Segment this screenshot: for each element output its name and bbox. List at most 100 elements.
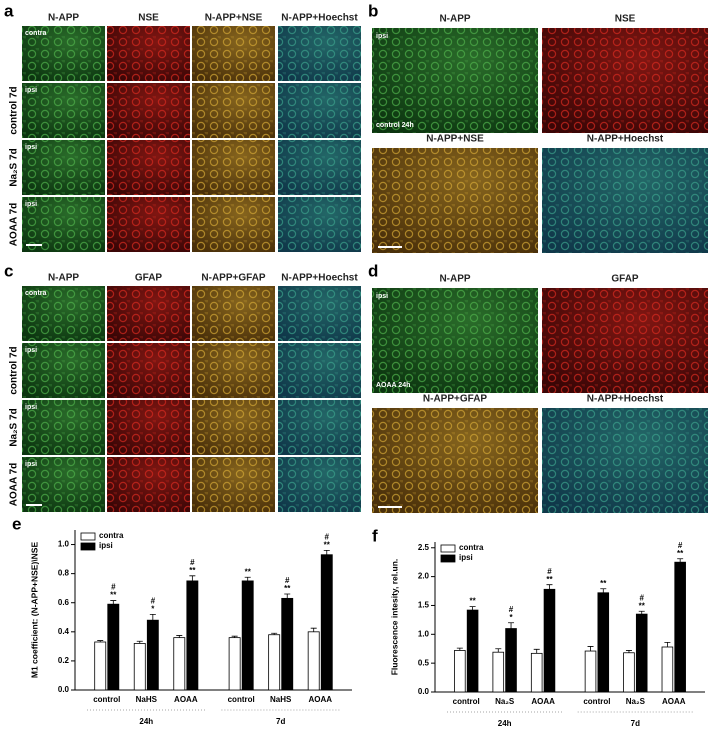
image-tag: ipsi — [25, 201, 37, 208]
micrograph-cells — [22, 400, 105, 455]
panel-letter: b — [368, 1, 378, 20]
error-bar — [625, 650, 632, 653]
significance: # — [509, 605, 514, 614]
micrograph-cells — [22, 26, 105, 81]
row-label: Na₂S 7d — [9, 408, 20, 446]
micrograph-cells — [278, 343, 361, 398]
micrograph-cells — [278, 457, 361, 512]
panel-letter: d — [368, 261, 378, 280]
image-tag: ipsi — [25, 87, 37, 94]
bar — [454, 650, 466, 693]
error-bar — [231, 635, 238, 638]
row-label: AOAA 7d — [9, 463, 20, 507]
micrograph-cells — [22, 197, 105, 252]
error-bar — [600, 588, 607, 593]
micrograph-cells — [107, 400, 190, 455]
micrograph-cells — [22, 343, 105, 398]
bar — [623, 652, 635, 693]
image-tag: contra — [25, 290, 47, 297]
x-tick-label: control — [228, 695, 255, 704]
micrograph-cells — [192, 343, 275, 398]
error-bar — [97, 640, 104, 642]
error-bar — [677, 558, 684, 563]
image-label: AOAA 24h — [376, 382, 410, 389]
bar — [228, 637, 241, 691]
x-tick-label: control — [93, 695, 120, 704]
image-label: control 24h — [376, 122, 414, 129]
significance: * — [151, 604, 155, 613]
significance: # — [547, 567, 552, 576]
significance: ** — [110, 591, 117, 600]
micrograph-cells — [107, 26, 190, 81]
micrograph-cells — [542, 288, 708, 393]
x-tick-label: Na₂S — [626, 697, 646, 706]
error-bar — [508, 622, 515, 629]
micrograph-cells — [542, 28, 708, 133]
y-tick-label: 0.0 — [418, 687, 430, 696]
group-label: 24h — [498, 719, 512, 728]
column-header: GFAP — [611, 274, 639, 285]
y-tick-label: 0.0 — [58, 685, 70, 694]
bar — [530, 652, 543, 693]
micrograph-cells — [22, 140, 105, 195]
significance: ** — [600, 579, 607, 588]
micrograph-cells — [192, 197, 275, 252]
bar — [661, 646, 674, 693]
significance: ** — [469, 597, 476, 606]
micrograph-cells — [107, 286, 190, 341]
error-bar — [495, 648, 502, 653]
bar — [505, 628, 517, 693]
micrograph-cells — [278, 286, 361, 341]
row-label: control 7d — [9, 86, 20, 134]
bar — [597, 592, 610, 693]
micrograph-cells — [542, 408, 708, 513]
row-label: AOAA 7d — [9, 203, 20, 247]
column-header: GFAP — [135, 273, 163, 284]
y-tick-label: 0.4 — [58, 627, 70, 636]
significance: ** — [324, 540, 331, 549]
bar — [107, 603, 120, 691]
bar — [492, 651, 505, 693]
legend-label: ipsi — [99, 541, 113, 550]
bar — [307, 631, 320, 691]
x-tick-label: control — [453, 697, 480, 706]
group-label: 24h — [139, 717, 153, 726]
micrograph-cells — [107, 343, 190, 398]
micrograph-cells — [107, 83, 190, 138]
micrograph-cells — [372, 148, 538, 253]
bar — [543, 588, 556, 693]
image-tag: ipsi — [25, 404, 37, 411]
image-tag: ipsi — [376, 293, 388, 300]
legend-swatch — [80, 542, 96, 551]
x-tick-label: Na₂S — [495, 697, 515, 706]
column-header: NSE — [615, 14, 636, 25]
column-header: N-APP — [439, 274, 470, 285]
column-header: N-APP — [48, 13, 79, 24]
micrograph-cells — [22, 83, 105, 138]
micrograph-cells — [278, 400, 361, 455]
micrograph-cells — [278, 140, 361, 195]
column-header: N-APP+Hoechst — [587, 394, 664, 405]
bar — [466, 609, 479, 693]
column-header: N-APP+GFAP — [201, 273, 266, 284]
panel-letter: a — [4, 1, 14, 20]
micrograph-cells — [278, 83, 361, 138]
y-axis-label: M1 coefficient: (N-APP+NSE)\NSE — [29, 542, 39, 679]
bar — [674, 561, 686, 693]
x-tick-label: AOAA — [308, 695, 332, 704]
panel-letter: f — [372, 526, 378, 545]
image-tag: ipsi — [25, 347, 37, 354]
image-tag: ipsi — [25, 144, 37, 151]
significance: ** — [245, 567, 252, 576]
error-bar — [271, 632, 278, 635]
error-bar — [533, 648, 540, 654]
y-tick-label: 1.5 — [418, 601, 430, 610]
error-bar — [638, 610, 645, 615]
significance: # — [325, 532, 330, 541]
error-bar — [469, 606, 476, 611]
legend-swatch — [80, 532, 96, 541]
bar — [133, 643, 146, 691]
error-bar — [587, 646, 594, 652]
y-tick-label: 1.0 — [58, 540, 70, 549]
